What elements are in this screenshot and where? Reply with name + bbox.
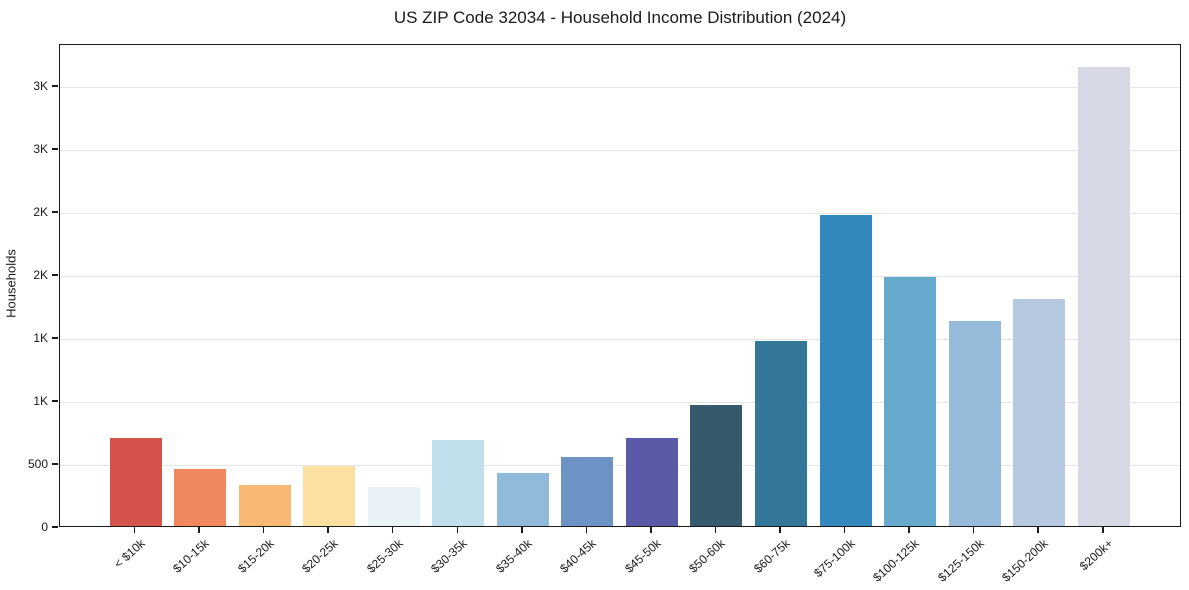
y-tick-label: 3K xyxy=(33,79,48,93)
x-tick-mark xyxy=(908,527,910,533)
x-tick-mark xyxy=(779,527,781,533)
x-tick-label: $200k+ xyxy=(1076,536,1116,574)
y-tick-label: 1K xyxy=(33,331,48,345)
y-tick-mark xyxy=(52,337,58,339)
x-tick-label: < $10k xyxy=(110,536,148,572)
y-tick-mark xyxy=(52,274,58,276)
y-gridline xyxy=(60,464,1180,466)
y-tick-mark xyxy=(52,211,58,213)
y-tick-label: 3K xyxy=(33,142,48,156)
x-tick-mark xyxy=(1037,527,1039,533)
bar-$30-35k xyxy=(432,440,485,526)
bar-$150-200k xyxy=(1013,299,1066,526)
bar-$60-75k xyxy=(755,340,807,526)
x-tick-label: $35-40k xyxy=(492,536,535,576)
y-gridline xyxy=(60,275,1180,277)
x-tick-label: $10-15k xyxy=(170,536,212,576)
x-tick-label: $150-200k xyxy=(999,536,1051,585)
y-gridline xyxy=(60,401,1180,403)
bar-$20-25k xyxy=(303,465,356,526)
chart-title: US ZIP Code 32034 - Household Income Dis… xyxy=(393,8,847,27)
x-tick-mark xyxy=(133,527,136,533)
y-tick-label: 2K xyxy=(33,205,48,219)
x-tick-mark xyxy=(585,527,588,533)
y-gridline xyxy=(60,338,1180,340)
x-tick-mark xyxy=(1102,527,1104,533)
bar-$75-100k xyxy=(819,214,872,526)
x-tick-label: $75-100k xyxy=(810,536,858,581)
x-tick-label: $125-150k xyxy=(934,536,987,585)
x-tick-mark xyxy=(456,527,458,533)
x-tick-label: $40-45k xyxy=(557,536,600,576)
y-tick-label: 500 xyxy=(27,457,48,471)
bar-$10-15k xyxy=(174,468,227,526)
y-axis-label: Households xyxy=(3,249,19,318)
bar-$100-125k xyxy=(884,276,937,526)
bar-$200k+ xyxy=(1077,66,1130,526)
bar-$45-50k xyxy=(625,437,678,526)
bar-$125-150k xyxy=(948,320,1001,526)
y-gridline xyxy=(60,86,1180,88)
bar-$35-40k xyxy=(496,473,549,526)
x-tick-mark xyxy=(843,527,846,533)
x-tick-label: $15-20k xyxy=(234,536,277,576)
x-tick-label: $25-30k xyxy=(363,536,406,576)
y-tick-label: 2K xyxy=(33,268,48,282)
x-tick-label: $45-50k xyxy=(621,536,664,576)
x-tick-mark xyxy=(521,527,523,533)
x-tick-mark xyxy=(391,527,394,533)
y-tick-mark xyxy=(52,400,58,402)
bar-$15-20k xyxy=(238,485,291,526)
y-tick-mark xyxy=(52,463,58,465)
y-tick-label: 1K xyxy=(33,394,48,408)
x-tick-mark xyxy=(650,527,652,533)
bar-$40-45k xyxy=(561,457,614,526)
y-gridline xyxy=(60,149,1180,151)
x-tick-mark xyxy=(262,527,265,533)
y-tick-mark xyxy=(52,85,58,87)
x-tick-mark xyxy=(198,527,200,533)
plot-area xyxy=(59,44,1181,527)
bar-< $10k xyxy=(109,437,162,526)
y-tick-label: 0 xyxy=(41,520,48,534)
bar-$25-30k xyxy=(367,486,420,526)
bar-$50-60k xyxy=(690,405,743,526)
x-tick-mark xyxy=(714,527,717,533)
x-tick-label: $20-25k xyxy=(299,536,341,576)
x-tick-mark xyxy=(327,527,329,533)
y-gridline xyxy=(60,212,1180,214)
x-tick-label: $100-125k xyxy=(870,536,922,585)
x-tick-label: $60-75k xyxy=(751,536,793,576)
y-tick-mark xyxy=(52,148,58,150)
x-tick-label: $30-35k xyxy=(428,536,470,576)
y-tick-mark xyxy=(52,526,58,528)
x-tick-label: $50-60k xyxy=(686,536,729,576)
x-tick-mark xyxy=(972,527,975,533)
